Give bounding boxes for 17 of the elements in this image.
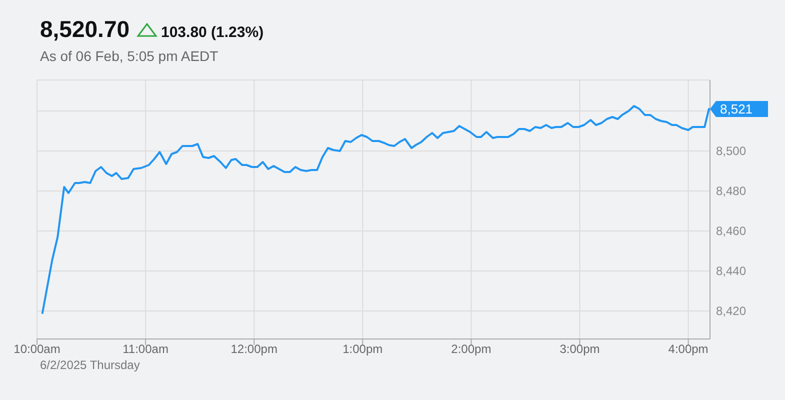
text: 103.80 (1.23%) xyxy=(161,24,264,41)
data-label: 8,521 xyxy=(720,102,753,116)
y-tick-label: 8,460 xyxy=(716,224,746,238)
x-tick-label: 11:00am xyxy=(122,342,168,356)
x-tick-label: 3:00pm xyxy=(560,342,600,356)
x-tick-label: 1:00pm xyxy=(342,342,383,356)
y-tick-label: 8,420 xyxy=(716,304,746,318)
text: 6/2/2025 Thursday xyxy=(40,358,140,372)
y-tick-label: 8,440 xyxy=(716,264,746,278)
chart-subtitle: As of 06 Feb, 5:05 pm AEDT xyxy=(40,48,219,64)
y-tick-label: 8,480 xyxy=(716,184,746,198)
chart-title: 8,520.70 xyxy=(40,16,130,42)
y-tick-label: 8,500 xyxy=(716,144,746,158)
x-tick-label: 10:00am xyxy=(14,342,60,356)
x-tick-label: 2:00pm xyxy=(451,342,492,356)
x-tick-label: 4:00pm xyxy=(668,342,708,356)
x-tick-label: 12:00pm xyxy=(230,342,278,356)
